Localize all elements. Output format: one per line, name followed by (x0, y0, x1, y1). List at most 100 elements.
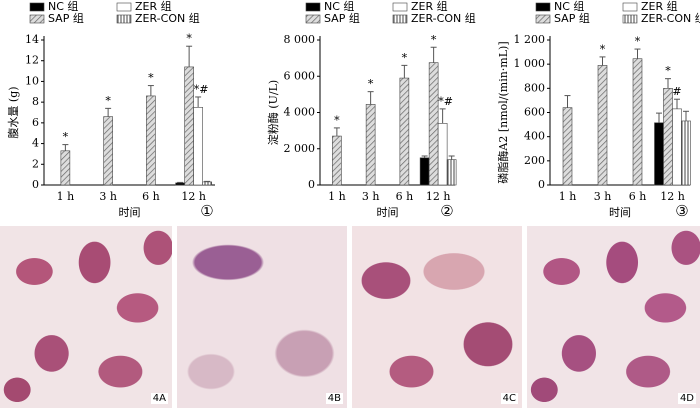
legend-label: NC 组 (324, 0, 354, 13)
bar (681, 120, 691, 186)
legend-swatch (305, 2, 321, 12)
x-tick-label: 6 h (142, 190, 160, 203)
y-axis-label: 淀粉酶 (U/L) (266, 80, 280, 145)
x-tick-label: 12 h (660, 190, 685, 203)
y-tick-label: 1 200 (514, 33, 546, 46)
image-label: 4A (150, 393, 168, 404)
legend-swatch (535, 14, 551, 24)
legend-label: ZER 组 (641, 0, 678, 13)
image-label: 4C (500, 393, 518, 404)
significance-label: * (105, 94, 111, 107)
x-tick-label: 1 h (57, 190, 75, 203)
y-tick-label: 800 (524, 81, 545, 94)
x-tick-label: 6 h (629, 190, 647, 203)
significance-label: *# (438, 95, 453, 108)
y-tick-label: 6 000 (284, 69, 316, 82)
legend-label: ZER-CON 组 (135, 11, 200, 25)
y-tick-label: 0 (538, 178, 545, 191)
significance-label: * (368, 78, 374, 91)
x-tick-label: 1 h (328, 190, 346, 203)
x-tick-label: 3 h (594, 190, 612, 203)
y-tick-label: 0 (308, 178, 315, 191)
legend-swatch (622, 2, 638, 12)
panel-label: ① (200, 202, 213, 220)
y-tick-label: 10 (25, 74, 39, 87)
legend-label: NC 组 (554, 0, 584, 13)
y-tick-label: 1 000 (514, 57, 546, 70)
significance-label: * (402, 51, 408, 64)
y-tick-label: 4 000 (284, 106, 316, 119)
bar (428, 62, 439, 186)
significance-label: * (600, 43, 606, 56)
significance-label: * (665, 65, 671, 78)
x-tick-label: 1 h (559, 190, 577, 203)
bar (597, 65, 608, 186)
legend-swatch (305, 14, 321, 24)
micrograph: 4A (0, 226, 172, 408)
bar (562, 107, 573, 186)
significance-label: * (63, 131, 69, 144)
legend-label: NC 组 (48, 0, 78, 13)
significance-label: * (148, 72, 154, 85)
bar (399, 77, 410, 186)
y-tick-label: 14 (25, 33, 39, 46)
legend-swatch (392, 14, 408, 24)
y-tick-label: 6 (32, 116, 39, 129)
x-tick-label: 12 h (426, 190, 451, 203)
y-tick-label: 0 (32, 178, 39, 191)
micrograph: 4B (177, 226, 347, 408)
panel-label: ③ (675, 202, 688, 220)
legend-label: SAP 组 (554, 11, 590, 25)
legend-swatch (392, 2, 408, 12)
micrograph: 4C (352, 226, 522, 408)
legend-label: ZER 组 (411, 0, 448, 13)
legend-label: SAP 组 (324, 11, 360, 25)
bar (365, 104, 376, 186)
image-label: 4D (677, 393, 696, 404)
y-tick-label: 8 000 (284, 33, 316, 46)
legend-swatch (116, 2, 132, 12)
bar (419, 157, 430, 186)
legend-label: ZER-CON 组 (411, 11, 476, 25)
bar (632, 58, 643, 186)
y-tick-label: 600 (524, 106, 545, 119)
y-axis-label: 磷脂酶A2 [nmol/(min·mL)] (496, 41, 510, 183)
bar (146, 95, 156, 186)
bar (446, 159, 457, 186)
bar (672, 108, 682, 186)
bar (437, 123, 448, 186)
significance-label: * (635, 35, 641, 48)
bar (175, 182, 185, 186)
bar (60, 150, 71, 186)
y-axis-label: 腹水量 (g) (6, 86, 20, 138)
legend-swatch (29, 2, 45, 12)
y-tick-label: 4 (32, 137, 39, 150)
legend-swatch (116, 14, 132, 24)
micrograph: 4D (527, 226, 700, 408)
x-tick-label: 3 h (362, 190, 380, 203)
significance-label: * (186, 32, 192, 45)
x-axis-label: 时间 (119, 206, 141, 219)
bar (663, 88, 673, 186)
image-label: 4B (325, 393, 343, 404)
micrographs: 4A 4B 4C 4D (0, 226, 700, 408)
x-axis-label: 时间 (377, 206, 399, 219)
bar (184, 66, 194, 186)
significance-label: *# (194, 83, 209, 96)
y-tick-label: 12 (25, 54, 39, 67)
bar (103, 116, 113, 186)
legend-swatch (622, 14, 638, 24)
significance-label: * (431, 33, 437, 46)
x-tick-label: 3 h (99, 190, 117, 203)
x-axis-label: 时间 (609, 206, 631, 219)
x-tick-label: 12 h (181, 190, 206, 203)
panel-label: ② (440, 202, 453, 220)
legend-swatch (535, 2, 551, 12)
bar (193, 107, 203, 186)
y-tick-label: 8 (32, 95, 39, 108)
legend-label: ZER 组 (135, 0, 172, 13)
bar (332, 135, 342, 186)
y-tick-label: 200 (524, 154, 545, 167)
legend-swatch (29, 14, 45, 24)
